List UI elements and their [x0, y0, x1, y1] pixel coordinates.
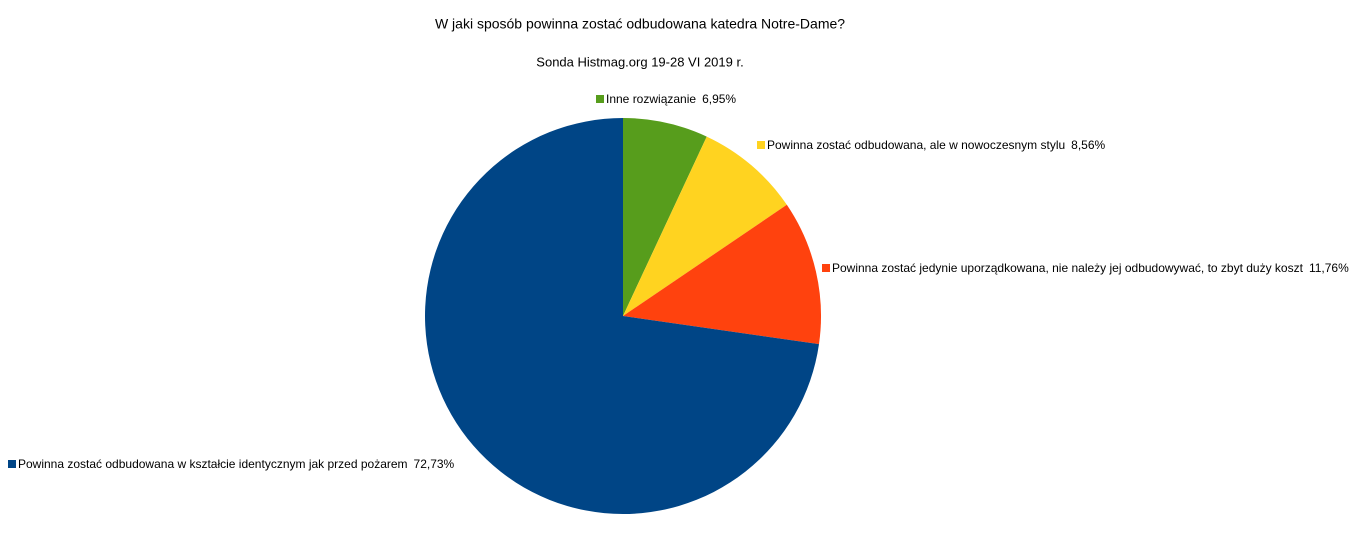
chart-title: W jaki sposób powinna zostać odbudowana …: [435, 16, 845, 32]
data-label: Powinna zostać odbudowana, ale w nowocze…: [767, 138, 1106, 152]
label-key: [822, 264, 830, 272]
data-label: Powinna zostać odbudowana w kształcie id…: [18, 457, 455, 471]
label-key: [757, 141, 765, 149]
category-label: Powinna zostać jedynie uporządkowana, ni…: [832, 261, 1304, 275]
pie-slice: [623, 118, 707, 316]
category-label: Powinna zostać odbudowana w kształcie id…: [18, 457, 408, 471]
label-key: [8, 460, 16, 468]
pie-slice: [424, 118, 819, 514]
category-label: Powinna zostać odbudowana, ale w nowocze…: [767, 138, 1065, 152]
data-label: Powinna zostać jedynie uporządkowana, ni…: [832, 261, 1349, 275]
label-key: [596, 95, 604, 103]
value-label: 72,73%: [414, 457, 455, 471]
data-label: Inne rozwiązanie 6,95%: [606, 92, 736, 106]
pie-slice: [623, 204, 821, 345]
value-label: 8,56%: [1071, 138, 1105, 152]
category-label: Inne rozwiązanie: [606, 92, 696, 106]
value-label: 6,95%: [702, 92, 736, 106]
value-label: 11,76%: [1309, 261, 1349, 275]
chart-subtitle: Sonda Histmag.org 19-28 VI 2019 r.: [536, 54, 743, 69]
pie-slice: [623, 136, 787, 316]
